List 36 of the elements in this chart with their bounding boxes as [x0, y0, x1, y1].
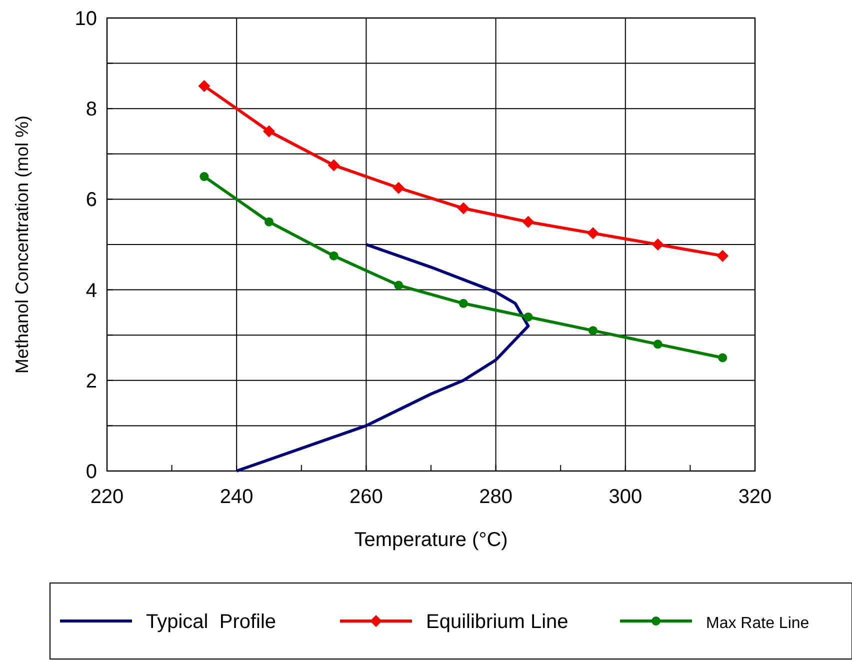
x-tick-label: 280: [479, 486, 512, 508]
legend-label: Equilibrium Line: [426, 611, 568, 633]
point: [716, 250, 729, 262]
y-axis-title: Methanol Concentration (mol %): [12, 115, 32, 374]
point: [588, 326, 598, 336]
line-series: [235, 243, 530, 472]
y-tick-label: 2: [86, 370, 97, 392]
legend-label: Max Rate Line: [706, 615, 810, 632]
point: [264, 217, 274, 226]
point: [394, 280, 404, 290]
y-tick-label: 0: [86, 461, 97, 483]
x-tick-label: 300: [608, 486, 642, 508]
point: [587, 227, 599, 240]
point: [198, 80, 210, 92]
point: [328, 159, 340, 172]
x-tick-label: 320: [738, 486, 772, 508]
point: [653, 340, 662, 349]
point: [392, 182, 405, 194]
point: [263, 125, 275, 138]
point: [718, 353, 728, 362]
y-tick-label: 8: [86, 98, 97, 121]
x-tick-label: 240: [220, 486, 254, 508]
point: [652, 238, 664, 250]
point: [522, 216, 534, 228]
point: [524, 312, 533, 322]
point: [200, 172, 209, 182]
x-tick-label: 260: [350, 486, 383, 508]
point: [458, 298, 468, 308]
legend-label: Typical Profile: [146, 611, 276, 633]
y-tick-label: 10: [74, 8, 97, 30]
x-axis-title: Temperature (°C): [354, 529, 508, 551]
x-tick-label: 220: [90, 486, 124, 508]
y-tick-label: 4: [86, 280, 97, 302]
y-tick-label: 6: [86, 189, 97, 212]
point: [329, 251, 338, 260]
point: [457, 202, 470, 214]
